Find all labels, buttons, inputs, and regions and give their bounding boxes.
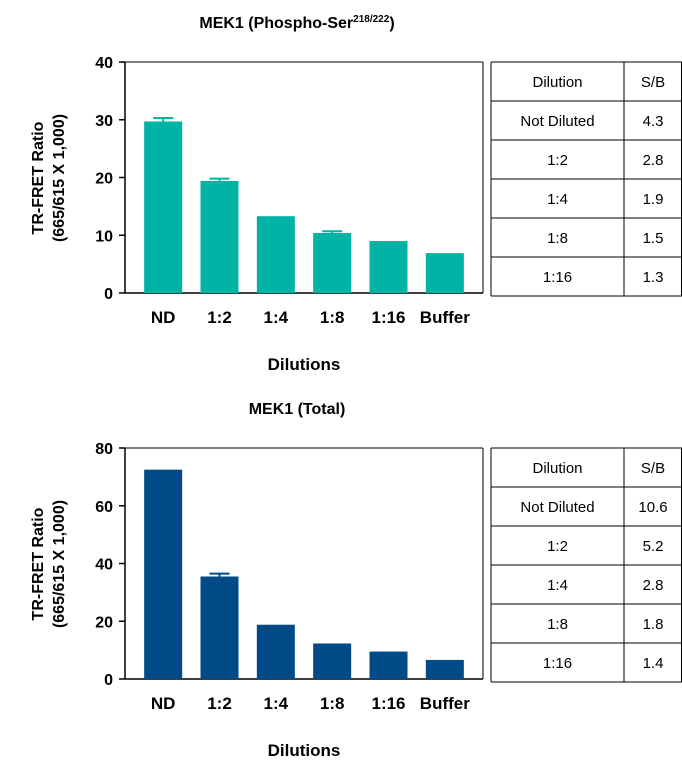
- y-axis-label-line2: (665/615 X 1,000): [51, 114, 68, 242]
- table-header-cell: Dilution: [532, 460, 582, 477]
- y-tick-label: 40: [95, 557, 113, 574]
- phospho-chart-panel: MEK1 (Phospho-Ser218/222) 0 10 20 30 40 TR-FRE…: [30, 14, 682, 374]
- table-cell: 1:2: [547, 538, 568, 555]
- chart-title-end: ): [389, 15, 394, 32]
- bar-1-4: [256, 216, 295, 293]
- x-category-label: 1:8: [320, 694, 345, 713]
- table-cell: 1.9: [643, 191, 664, 208]
- x-category-label: 1:8: [320, 308, 345, 327]
- bar-nd: [144, 121, 183, 293]
- x-category-label: 1:4: [264, 308, 289, 327]
- x-axis-label: Dilutions: [268, 355, 341, 374]
- table-cell: 1:2: [547, 152, 568, 169]
- chart-title-main: MEK1 (Total): [249, 401, 346, 418]
- bar-buffer: [425, 253, 464, 293]
- chart-title-main: MEK1 (Phospho-Ser: [199, 15, 353, 32]
- table-header-cell: Dilution: [532, 74, 582, 91]
- x-category-label: 1:2: [207, 694, 232, 713]
- table-cell: 4.3: [643, 113, 664, 130]
- table-cell: 1.8: [643, 616, 664, 633]
- y-axis-label-line1: TR-FRET Ratio: [30, 121, 47, 234]
- table-cell: 1:8: [547, 616, 568, 633]
- x-category-label: 1:16: [371, 694, 405, 713]
- bar-1-16: [369, 241, 408, 293]
- x-category-label: 1:16: [371, 308, 405, 327]
- chart-title: MEK1 (Total): [249, 401, 346, 418]
- chart-title-superscript: 218/222: [353, 14, 390, 25]
- y-tick-label: 10: [95, 228, 113, 245]
- bar-1-8: [313, 643, 352, 679]
- y-tick-label: 40: [95, 55, 113, 72]
- table-cell: 1:16: [543, 655, 572, 672]
- table-cell: 1:4: [547, 577, 568, 594]
- bar-buffer: [425, 659, 464, 679]
- y-tick-label: 0: [104, 286, 113, 303]
- table-header-cell: S/B: [641, 460, 665, 477]
- x-category-label: Buffer: [420, 694, 470, 713]
- table-cell: 1.5: [643, 230, 664, 247]
- table-cell: 2.8: [643, 577, 664, 594]
- x-category-label: ND: [151, 694, 176, 713]
- y-tick-label: 30: [95, 113, 113, 130]
- table-cell: 2.8: [643, 152, 664, 169]
- table-cell: Not Diluted: [520, 499, 594, 516]
- y-tick-label: 20: [95, 171, 113, 188]
- bar-1-8: [313, 232, 352, 293]
- x-category-label: 1:4: [264, 694, 289, 713]
- total-chart-panel: MEK1 (Total) 0 20 40 60 80 TR-FRET Ratio (665/6…: [0, 386, 682, 772]
- y-axis-label-line2: (665/615 X 1,000): [51, 500, 68, 628]
- bar-1-4: [256, 624, 295, 679]
- table-cell: 1:16: [543, 269, 572, 286]
- y-tick-label: 60: [95, 499, 113, 516]
- x-axis-label: Dilutions: [268, 741, 341, 760]
- total-chart: MEK1 (Total) 0 20 40 60 80 TR-FRET Ratio (665/6…: [30, 401, 682, 760]
- x-category-label: 1:2: [207, 308, 232, 327]
- chart-title: MEK1 (Phospho-Ser218/222): [199, 14, 394, 32]
- table-cell: 1:4: [547, 191, 568, 208]
- table-cell: 10.6: [638, 499, 667, 516]
- table-cell: 1.3: [643, 269, 664, 286]
- y-axis-label-line1: TR-FRET Ratio: [30, 507, 47, 620]
- table-cell: Not Diluted: [520, 113, 594, 130]
- phospho-chart: MEK1 (Phospho-Ser218/222) 0 10 20 30 40 TR-FRE…: [30, 14, 682, 374]
- y-tick-label: 0: [104, 672, 113, 689]
- bar-1-2: [200, 576, 239, 679]
- y-tick-label: 20: [95, 614, 113, 631]
- x-category-label: Buffer: [420, 308, 470, 327]
- bar-1-16: [369, 651, 408, 679]
- table-cell: 1.4: [643, 655, 664, 672]
- x-category-label: ND: [151, 308, 176, 327]
- table-cell: 5.2: [643, 538, 664, 555]
- y-tick-label: 80: [95, 441, 113, 458]
- bar-1-2: [200, 180, 239, 293]
- bar-nd: [144, 469, 183, 679]
- table-cell: 1:8: [547, 230, 568, 247]
- table-header-cell: S/B: [641, 74, 665, 91]
